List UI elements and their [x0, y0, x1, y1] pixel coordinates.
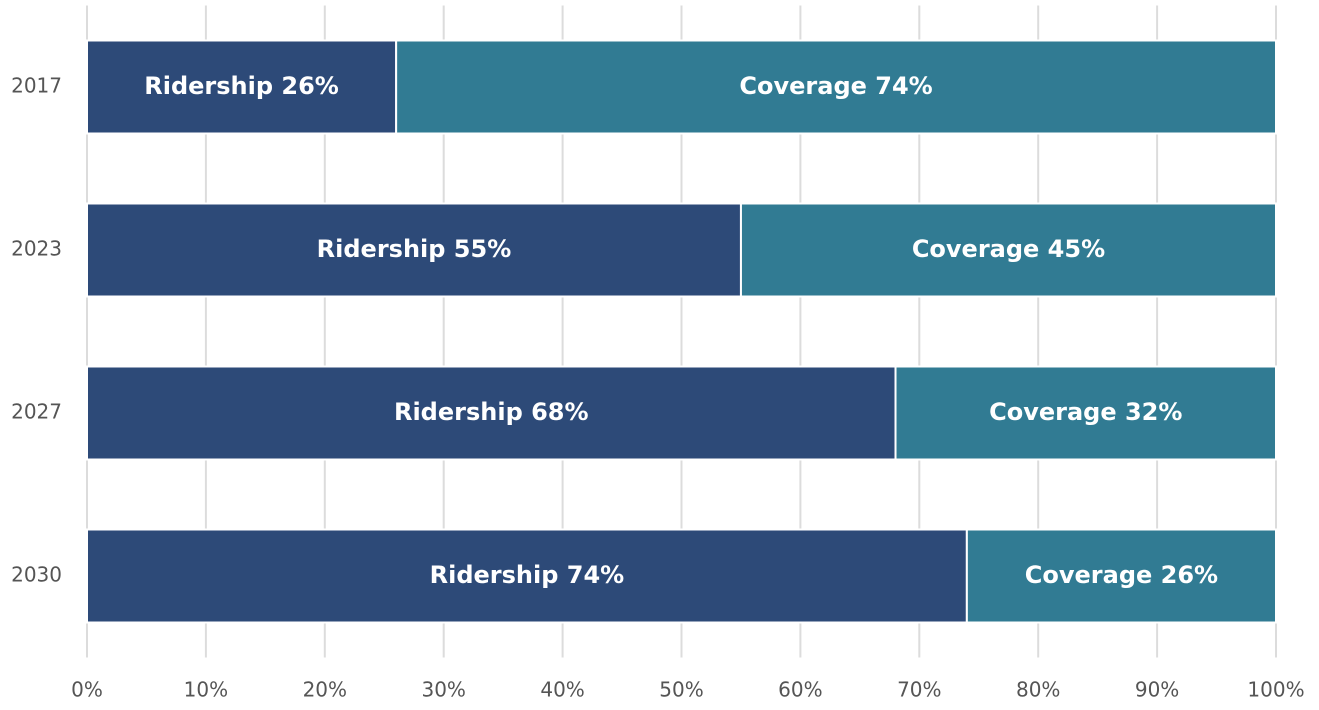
- y-tick-label: 2030: [11, 563, 62, 587]
- data-label: Ridership 68%: [394, 398, 589, 426]
- data-label: Coverage 45%: [912, 235, 1105, 263]
- x-tick-label: 90%: [1135, 678, 1179, 702]
- y-tick-label: 2017: [11, 74, 62, 98]
- bar-segment: [86, 39, 398, 135]
- x-tick-label: 100%: [1247, 678, 1304, 702]
- bar-segment: [86, 202, 742, 298]
- data-label: Ridership 74%: [430, 561, 625, 589]
- bar-segment: [739, 202, 1277, 298]
- data-label: Coverage 26%: [1025, 561, 1218, 589]
- data-label: Ridership 26%: [144, 72, 339, 100]
- data-label: Ridership 55%: [317, 235, 512, 263]
- x-tick-label: 80%: [1016, 678, 1060, 702]
- x-tick-label: 70%: [897, 678, 941, 702]
- x-tick-label: 30%: [421, 678, 465, 702]
- bar-segment: [894, 365, 1278, 461]
- bar-segment: [86, 528, 968, 624]
- y-tick-label: 2027: [11, 400, 62, 424]
- data-label: Coverage 32%: [989, 398, 1182, 426]
- data-label: Coverage 74%: [739, 72, 932, 100]
- bar-segment: [965, 528, 1277, 624]
- x-tick-label: 50%: [659, 678, 703, 702]
- x-tick-label: 60%: [778, 678, 822, 702]
- x-tick-label: 40%: [540, 678, 584, 702]
- x-tick-label: 0%: [71, 678, 103, 702]
- y-tick-label: 2023: [11, 237, 62, 261]
- bar-segment: [395, 39, 1277, 135]
- bar-segment: [86, 365, 897, 461]
- x-tick-label: 10%: [184, 678, 228, 702]
- x-tick-label: 20%: [303, 678, 347, 702]
